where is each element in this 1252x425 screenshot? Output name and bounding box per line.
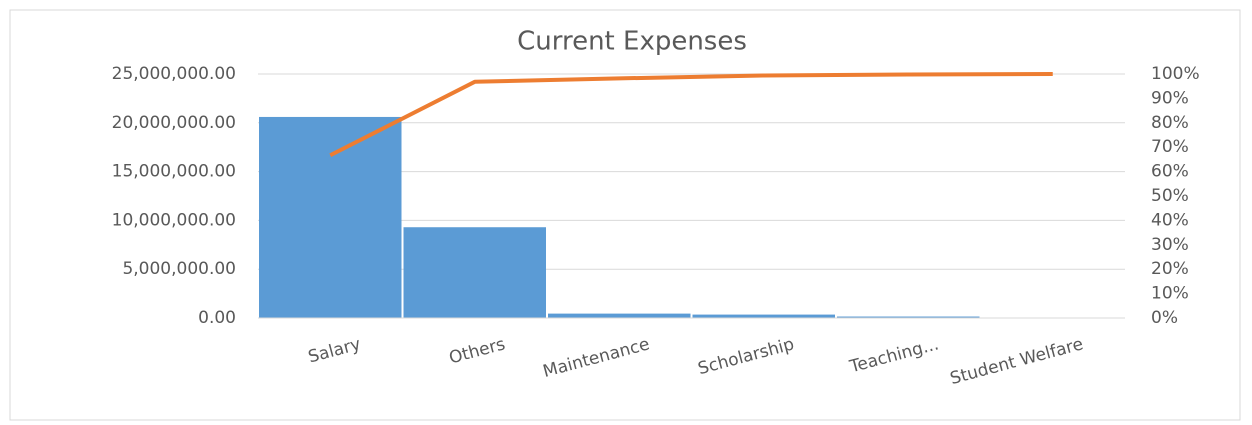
y2-tick-label: 30% xyxy=(1151,235,1189,255)
y2-tick-label: 50% xyxy=(1151,186,1189,206)
chart-title: Current Expenses xyxy=(517,27,747,57)
y-tick-label: 20,000,000.00 xyxy=(112,113,236,133)
y2-tick-label: 80% xyxy=(1151,113,1189,133)
y-tick-label: 25,000,000.00 xyxy=(112,64,236,84)
bar xyxy=(692,314,835,318)
y2-tick-label: 10% xyxy=(1151,284,1189,304)
bar xyxy=(548,313,691,318)
y-tick-label: 10,000,000.00 xyxy=(112,210,236,230)
cumulative-line xyxy=(329,72,1053,158)
y2-tick-label: 70% xyxy=(1151,137,1189,157)
y-tick-label: 5,000,000.00 xyxy=(122,259,236,279)
bar xyxy=(403,227,546,318)
y-tick-label: 0.00 xyxy=(198,308,236,328)
y2-tick-label: 60% xyxy=(1151,162,1189,182)
bar xyxy=(837,316,980,318)
y2-tick-label: 0% xyxy=(1151,308,1178,328)
y2-tick-label: 90% xyxy=(1151,88,1189,108)
y2-tick-label: 100% xyxy=(1151,64,1200,84)
y2-tick-label: 20% xyxy=(1151,259,1189,279)
y-tick-label: 15,000,000.00 xyxy=(112,162,236,182)
y2-tick-label: 40% xyxy=(1151,210,1189,230)
bar xyxy=(259,116,402,318)
